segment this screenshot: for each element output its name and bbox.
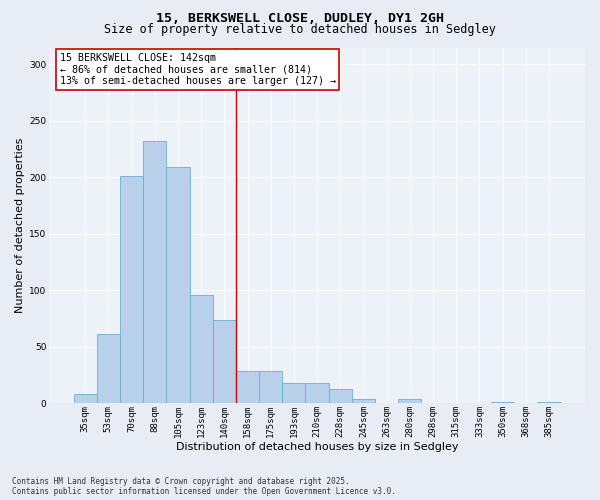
Bar (213, 320, 236, 404)
Y-axis label: Number of detached properties: Number of detached properties (15, 138, 25, 313)
Bar (190, 295, 213, 404)
Bar (398, 399, 421, 404)
Bar (538, 402, 560, 404)
Bar (305, 383, 329, 404)
Bar (143, 142, 166, 404)
Bar (97, 334, 120, 404)
Bar (259, 370, 283, 404)
Bar (166, 167, 190, 404)
Bar (329, 388, 352, 404)
Text: Contains HM Land Registry data © Crown copyright and database right 2025.
Contai: Contains HM Land Registry data © Crown c… (12, 476, 396, 496)
Bar (352, 399, 375, 404)
X-axis label: Distribution of detached houses by size in Sedgley: Distribution of detached houses by size … (176, 442, 458, 452)
Bar (283, 383, 305, 404)
Bar (491, 402, 514, 404)
Bar (120, 176, 143, 404)
Text: 15 BERKSWELL CLOSE: 142sqm
← 86% of detached houses are smaller (814)
13% of sem: 15 BERKSWELL CLOSE: 142sqm ← 86% of deta… (60, 53, 336, 86)
Bar (236, 370, 259, 404)
Text: Size of property relative to detached houses in Sedgley: Size of property relative to detached ho… (104, 22, 496, 36)
Bar (74, 394, 97, 404)
Text: 15, BERKSWELL CLOSE, DUDLEY, DY1 2GH: 15, BERKSWELL CLOSE, DUDLEY, DY1 2GH (156, 12, 444, 26)
